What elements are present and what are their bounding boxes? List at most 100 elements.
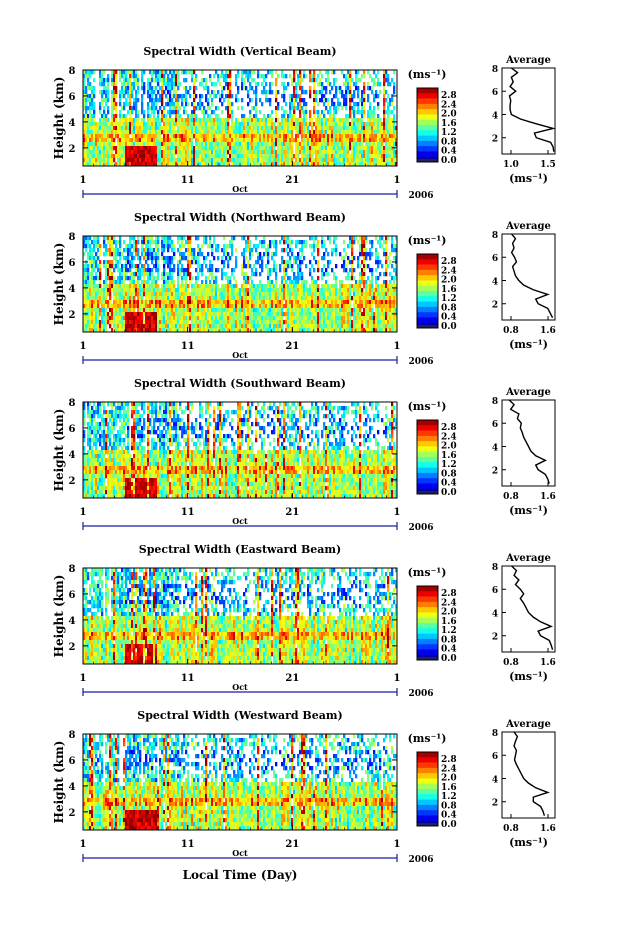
heatmap-cell: [103, 70, 106, 75]
heatmap-cell: [93, 142, 96, 147]
heatmap-cell: [123, 146, 126, 151]
heatmap-cell: [157, 138, 160, 143]
heatmap-cell: [133, 244, 136, 249]
heatmap-cell: [281, 94, 284, 99]
heatmap-cell: [269, 90, 272, 95]
heatmap-cell: [185, 94, 188, 99]
heatmap-cell: [171, 288, 174, 293]
heatmap-cell: [87, 272, 90, 277]
heatmap-cell: [251, 268, 254, 273]
heatmap-cell: [275, 328, 278, 333]
heatmap-cell: [253, 122, 256, 127]
heatmap-cell: [247, 102, 250, 107]
heatmap-cell: [247, 122, 250, 127]
heatmap-cell: [313, 158, 316, 163]
heatmap-cell: [285, 236, 288, 241]
heatmap-cell: [171, 142, 174, 147]
heatmap-cell: [325, 70, 328, 75]
heatmap-cell: [135, 304, 138, 309]
heatmap-cell: [107, 82, 110, 87]
heatmap-cell: [105, 252, 108, 257]
heatmap-cell: [159, 300, 162, 305]
heatmap-cell: [377, 142, 380, 147]
heatmap-cell: [277, 126, 280, 131]
heatmap-cell: [305, 142, 308, 147]
heatmap-cell: [89, 316, 92, 321]
heatmap-cell: [281, 304, 284, 309]
heatmap-cell: [253, 296, 256, 301]
heatmap-cell: [165, 240, 168, 245]
heatmap-cell: [367, 110, 370, 115]
heatmap-cell: [205, 118, 208, 123]
heatmap-cell: [163, 288, 166, 293]
heatmap-cell: [217, 244, 220, 249]
heatmap-cell: [151, 272, 154, 277]
heatmap-cell: [357, 110, 360, 115]
heatmap-cell: [185, 248, 188, 253]
panel-1: Spectral Width (Vertical Beam)8642Height…: [52, 45, 556, 201]
heatmap-cell: [199, 300, 202, 305]
heatmap-cell: [349, 130, 352, 135]
heatmap-cell: [271, 324, 274, 329]
heatmap-cell: [217, 126, 220, 131]
heatmap-cell: [283, 94, 286, 99]
heatmap-cell: [213, 256, 216, 261]
heatmap-cell: [117, 308, 120, 313]
heatmap-cell: [243, 142, 246, 147]
heatmap-cell: [375, 90, 378, 95]
heatmap-cell: [245, 324, 248, 329]
heatmap-cell: [245, 74, 248, 79]
heatmap-cell: [133, 154, 136, 159]
heatmap-cell: [211, 296, 214, 301]
heatmap-cell: [335, 106, 338, 111]
heatmap-cell: [363, 98, 366, 103]
heatmap-cell: [277, 150, 280, 155]
heatmap-cell: [289, 98, 292, 103]
heatmap-cell: [281, 320, 284, 325]
heatmap-cell: [249, 110, 252, 115]
x-tick-label: 1: [394, 175, 401, 186]
heatmap-cell: [147, 280, 150, 285]
heatmap-cell: [241, 114, 244, 119]
heatmap-cell: [121, 268, 124, 273]
heatmap-cell: [217, 142, 220, 147]
heatmap-cell: [101, 122, 104, 127]
heatmap-cell: [185, 284, 188, 289]
heatmap-cell: [305, 118, 308, 123]
heatmap-cell: [165, 304, 168, 309]
heatmap-cell: [151, 138, 154, 143]
heatmap-cell: [359, 142, 362, 147]
heatmap-cell: [157, 304, 160, 309]
heatmap-cell: [227, 158, 230, 163]
heatmap-cell: [319, 82, 322, 87]
heatmap-cell: [297, 162, 300, 167]
heatmap-cell: [297, 304, 300, 309]
heatmap-cell: [233, 324, 236, 329]
heatmap-cell: [253, 162, 256, 167]
heatmap-cell: [191, 118, 194, 123]
heatmap-cell: [385, 118, 388, 123]
heatmap-cell: [163, 300, 166, 305]
heatmap-cell: [243, 304, 246, 309]
heatmap-cell: [169, 308, 172, 313]
heatmap-cell: [371, 158, 374, 163]
heatmap-cell: [269, 122, 272, 127]
heatmap-cell: [207, 90, 210, 95]
heatmap-cell: [283, 82, 286, 87]
heatmap-cell: [211, 316, 214, 321]
heatmap-cell: [139, 260, 142, 265]
heatmap-cell: [269, 320, 272, 325]
heatmap-cell: [335, 158, 338, 163]
heatmap-cell: [153, 248, 156, 253]
heatmap-cell: [171, 106, 174, 111]
heatmap-cell: [241, 118, 244, 123]
heatmap-cell: [249, 150, 252, 155]
heatmap-cell: [147, 268, 150, 273]
heatmap-cell: [187, 312, 190, 317]
heatmap-cell: [257, 328, 260, 333]
heatmap-cell: [317, 130, 320, 135]
heatmap-cell: [353, 90, 356, 95]
heatmap-cell: [157, 146, 160, 151]
heatmap-cell: [215, 312, 218, 317]
heatmap-cell: [297, 280, 300, 285]
